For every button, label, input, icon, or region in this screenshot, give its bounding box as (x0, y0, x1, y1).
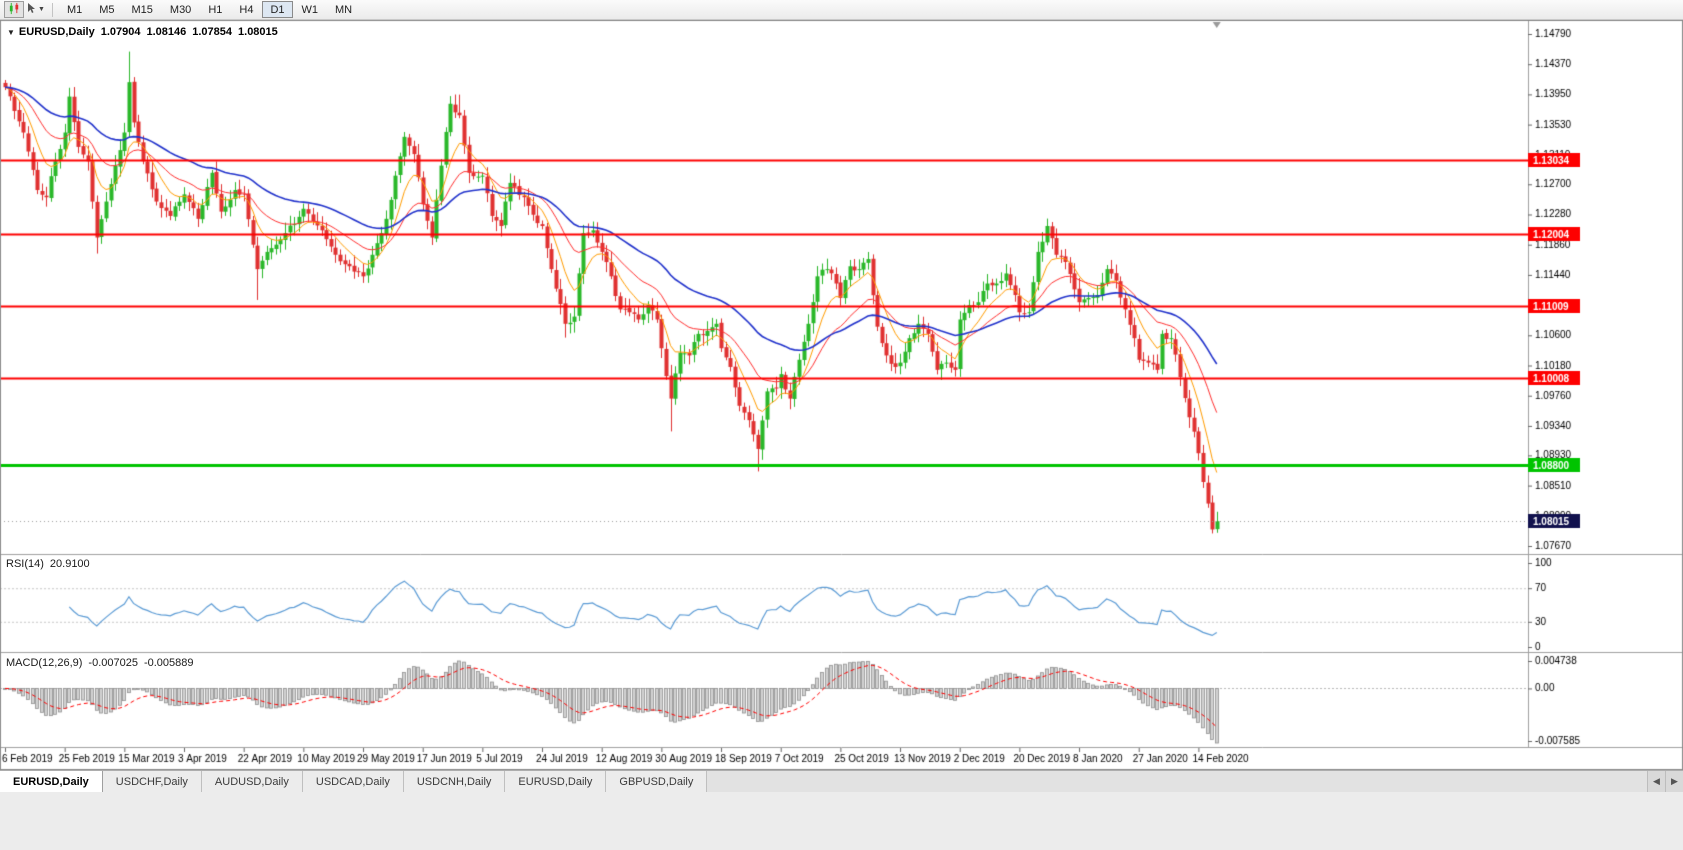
timeframe-button-m1[interactable]: M1 (59, 1, 90, 18)
tab-usdcad-daily[interactable]: USDCAD,Daily (302, 771, 404, 792)
dropdown-caret-icon: ▼ (38, 6, 45, 13)
tab-audusd-daily[interactable]: AUDUSD,Daily (201, 771, 303, 792)
cursor-tool-button[interactable]: ▼ (25, 1, 46, 18)
rsi-name: RSI(14) (6, 558, 44, 570)
timeframe-button-m15[interactable]: M15 (124, 1, 161, 18)
rsi-indicator-label: RSI(14) 20.9100 (6, 558, 96, 570)
ohlc-high: 1.08146 (146, 26, 187, 38)
chart-window: ▼ EURUSD,Daily 1.07904 1.08146 1.07854 1.0801… (0, 20, 1683, 770)
timeframe-button-w1[interactable]: W1 (294, 1, 327, 18)
tab-gbpusd-daily[interactable]: GBPUSD,Daily (606, 771, 708, 792)
main-toolbar: ▼ M1 M5 M15 M30 H1 H4 D1 W1 MN (0, 0, 1683, 20)
timeframe-button-m30[interactable]: M30 (162, 1, 199, 18)
tabs-scroll-right-button[interactable]: ▶ (1665, 771, 1683, 792)
tab-eurusd-daily-2[interactable]: EURUSD,Daily (505, 771, 607, 792)
macd-main-value: -0.007025 (88, 657, 138, 669)
toolbar-separator (51, 2, 53, 17)
timeframe-button-d1[interactable]: D1 (262, 1, 293, 18)
tab-usdchf-daily[interactable]: USDCHF,Daily (102, 771, 202, 792)
timeframe-button-h4[interactable]: H4 (231, 1, 261, 18)
timeframe-button-h1[interactable]: H1 (200, 1, 230, 18)
symbol-dropdown-icon[interactable]: ▼ (7, 28, 15, 37)
price-chart-canvas[interactable] (0, 20, 1683, 770)
candlestick-icon (8, 2, 21, 18)
macd-indicator-label: MACD(12,26,9) -0.007025 -0.005889 (6, 657, 200, 669)
candlestick-chart-button[interactable] (4, 1, 24, 18)
tabs-scroll-left-button[interactable]: ◀ (1647, 771, 1665, 792)
ohlc-close: 1.08015 (238, 26, 278, 38)
tab-bar-spacer (707, 771, 1647, 792)
chart-symbol-period: EURUSD,Daily (18, 26, 95, 38)
chart-title: ▼ EURUSD,Daily 1.07904 1.08146 1.07854 1.0801… (7, 26, 278, 38)
ohlc-open: 1.07904 (100, 26, 141, 38)
timeframe-button-mn[interactable]: MN (327, 1, 360, 18)
tab-usdcnh-daily[interactable]: USDCNH,Daily (403, 771, 506, 792)
macd-name: MACD(12,26,9) (6, 657, 83, 669)
chart-tab-bar: EURUSD,Daily USDCHF,Daily AUDUSD,Daily U… (0, 770, 1683, 792)
rsi-value: 20.9100 (49, 558, 90, 570)
ohlc-low: 1.07854 (192, 26, 233, 38)
timeframe-button-m5[interactable]: M5 (91, 1, 122, 18)
macd-signal-value: -0.005889 (143, 657, 194, 669)
cursor-icon (26, 2, 37, 17)
tab-eurusd-daily-1[interactable]: EURUSD,Daily (0, 771, 103, 792)
